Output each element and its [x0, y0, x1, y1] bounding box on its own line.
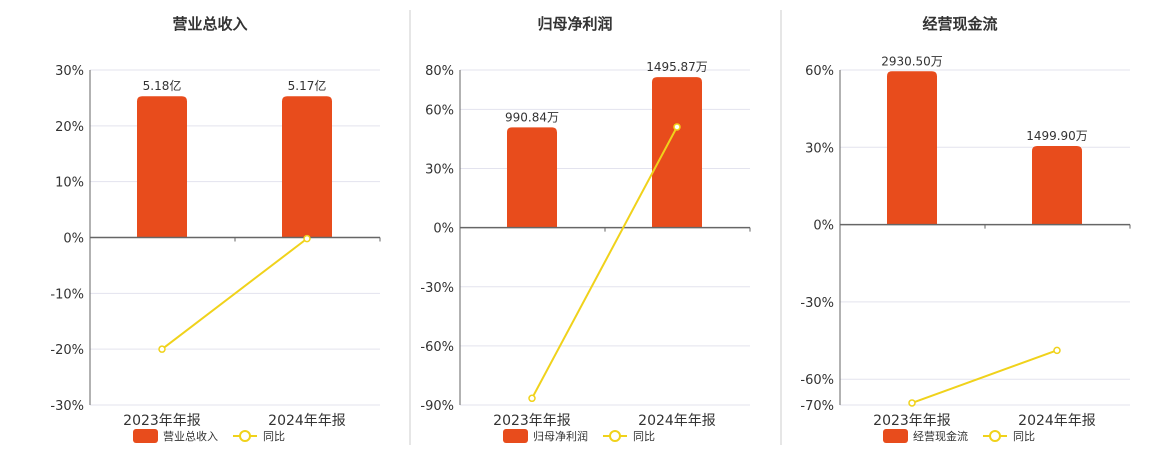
yoy-point [303, 234, 311, 243]
y-tick-label: 0% [63, 232, 84, 247]
y-tick-label: 30% [55, 64, 84, 79]
legend-bar-label: 营业总收入 [163, 429, 218, 443]
chart-title: 经营现金流 [922, 15, 997, 33]
x-tick-label: 2023年年报 [123, 413, 201, 429]
legend-line-marker [239, 430, 251, 442]
bar-value-label: 990.84万 [505, 110, 559, 124]
yoy-line [531, 126, 678, 399]
chart-title: 归母净利润 [537, 15, 612, 33]
bar [507, 127, 557, 228]
x-tick-label: 2024年年报 [1018, 413, 1096, 429]
y-tick-label: -30% [420, 281, 454, 296]
yoy-point [528, 394, 536, 403]
yoy-point [158, 345, 166, 353]
bar-value-label: 1499.90万 [1026, 129, 1088, 143]
y-tick-label: 0% [813, 219, 834, 234]
bar [137, 96, 187, 238]
y-tick-label: 60% [425, 103, 454, 118]
bar [282, 96, 332, 238]
x-tick-label: 2023年年报 [493, 413, 571, 429]
yoy-point [1053, 346, 1061, 355]
y-tick-label: 60% [805, 64, 834, 79]
chart-panel-2: 归母净利润 80% 60% 30% 0% -30% -60% -90% 990.84万 1495.… [420, 15, 751, 443]
bar-value-label: 5.18亿 [143, 78, 182, 93]
yoy-point [673, 123, 681, 131]
yoy-line [911, 349, 1058, 404]
y-tick-label: -60% [420, 340, 454, 355]
legend-bar-swatch [503, 429, 528, 443]
y-tick-label: 30% [425, 163, 454, 178]
bar-value-label: 2930.50万 [881, 54, 943, 68]
yoy-point [908, 399, 916, 407]
chart-title: 营业总收入 [172, 15, 247, 33]
legend-bar-label: 经营现金流 [913, 429, 968, 443]
bar-value-label: 5.17亿 [288, 78, 327, 93]
legend-line-label: 同比 [633, 430, 655, 443]
legend-line-marker [609, 430, 621, 442]
y-tick-label: 80% [425, 64, 454, 79]
legend-line-label: 同比 [263, 430, 285, 443]
legend-bar-swatch [883, 429, 908, 443]
y-tick-label: -30% [800, 296, 834, 311]
y-tick-label: 30% [805, 141, 834, 156]
legend-bar-swatch [133, 429, 158, 443]
bar-value-label: 1495.87万 [646, 60, 708, 74]
chart-panel-3: 经营现金流 60% 30% 0% -30% -60% -70% 2930.50万 1499.90… [800, 15, 1131, 443]
legend-line-label: 同比 [1013, 430, 1035, 443]
legend-line-marker [989, 430, 1001, 442]
x-tick-label: 2024年年报 [268, 413, 346, 429]
legend-bar-label: 归母净利润 [533, 429, 588, 443]
y-tick-label: 0% [433, 222, 454, 237]
y-tick-label: 20% [55, 120, 84, 135]
y-tick-label: -70% [800, 399, 834, 414]
y-tick-label: -60% [800, 373, 834, 388]
bar [652, 77, 702, 228]
chart-panel-1: 营业总收入 30% 20% 10% 0% -10% -20% -30% 5.18亿 5.17亿 20… [50, 15, 381, 443]
bar [887, 71, 937, 225]
y-tick-label: -90% [420, 399, 454, 414]
y-tick-label: 10% [55, 176, 84, 191]
x-tick-label: 2023年年报 [873, 413, 951, 429]
y-tick-label: -10% [50, 287, 84, 302]
y-tick-label: -20% [50, 343, 84, 358]
x-tick-label: 2024年年报 [638, 413, 716, 429]
yoy-line [161, 237, 308, 350]
y-tick-label: -30% [50, 399, 84, 414]
bar [1032, 146, 1082, 225]
